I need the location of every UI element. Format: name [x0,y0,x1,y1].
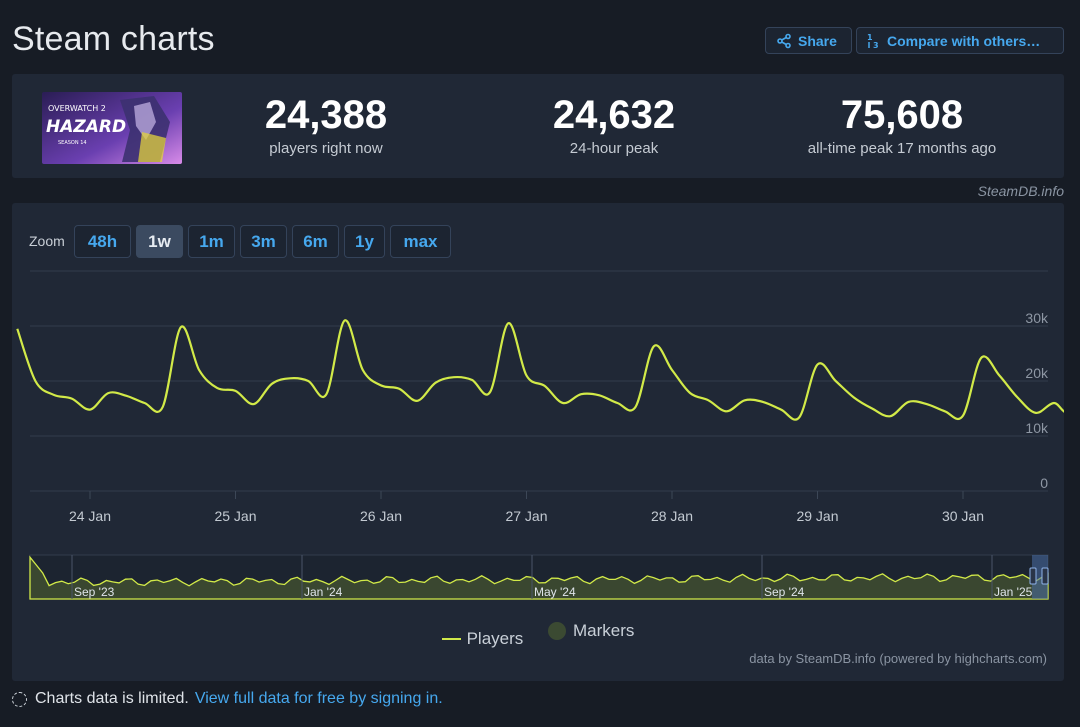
stat-label: all-time peak 17 months ago [807,140,997,157]
y-tick-label: 0 [1040,475,1048,491]
x-tick-label: 27 Jan [505,508,547,524]
thumb-brand-text: OVERWATCH 2 [48,104,106,113]
x-tick-label: 25 Jan [214,508,256,524]
credit-top[interactable]: SteamDB.info [977,183,1064,199]
limited-data-icon [12,691,27,707]
legend-players-label: Players [466,629,524,648]
navigator-label: Jan '24 [304,585,343,599]
share-icon [777,33,791,48]
y-tick-label: 30k [1025,310,1049,326]
navigator-handle-right [1041,567,1049,585]
svg-text:3: 3 [873,41,879,49]
numeric-sort-icon: 1 3 [867,33,879,49]
compare-label: Compare with others… [887,32,1041,49]
stat-current-players: 24,388 players right now [196,92,456,157]
stat-value: 24,632 [552,93,676,137]
stat-label: players right now [269,140,383,157]
footer-text: Charts data is limited. [35,690,189,707]
x-tick-label: 29 Jan [796,508,838,524]
zoom-6m-button[interactable]: 6m [292,225,339,258]
navigator-label: May '24 [534,585,576,599]
zoom-1y-button[interactable]: 1y [344,225,385,258]
stat-24h-peak: 24,632 24-hour peak [484,92,744,157]
legend-players[interactable]: Players [441,629,524,649]
navigator-selection [1032,555,1048,599]
share-button[interactable]: Share [765,27,852,54]
zoom-1w-button[interactable]: 1w [136,225,183,258]
stat-value: 24,388 [264,93,388,137]
zoom-3m-button[interactable]: 3m [240,225,287,258]
share-label: Share [798,32,837,49]
y-tick-label: 10k [1025,420,1049,436]
compare-button[interactable]: 1 3 Compare with others… [856,27,1064,54]
navigator-series [29,555,1049,600]
legend-markers[interactable]: Markers [548,621,634,641]
stat-value: 75,608 [840,93,964,137]
player-count-chart[interactable]: 0 10k 20k 30k 24 Jan 25 Jan 26 Jan 27 Jan 28 Jan… [12,203,1064,623]
thumb-season-text: SEASON 14 [58,140,87,146]
zoom-1m-button[interactable]: 1m [188,225,235,258]
stat-all-time-peak: 75,608 all-time peak 17 months ago [772,92,1032,157]
navigator-label: Sep '23 [74,585,115,599]
svg-text:1: 1 [867,33,873,42]
chart-panel: Zoom 48h 1w 1m 3m 6m 1y max 0 10k 20k 30k 24 Jan 25… [12,203,1064,681]
sign-in-link[interactable]: View full data for free by signing in. [194,690,443,707]
thumb-title-text: HAZARD [46,117,126,137]
x-tick-label: 28 Jan [651,508,693,524]
zoom-label: Zoom [29,233,65,249]
y-tick-label: 20k [1025,365,1049,381]
navigator-label: Sep '24 [764,585,805,599]
stats-panel: OVERWATCH 2 HAZARD SEASON 14 24,388 play… [12,74,1064,178]
footer-notice: Charts data is limited. View full data f… [12,690,443,708]
x-tick-label: 24 Jan [69,508,111,524]
navigator-label: Jan '25 [994,585,1033,599]
legend-line-swatch [441,638,461,640]
x-tick-label: 30 Jan [942,508,984,524]
legend: Players Markers [12,621,1064,649]
navigator-handle-left [1029,567,1037,585]
credit-bottom[interactable]: data by SteamDB.info (powered by highcha… [749,651,1047,666]
legend-dot-swatch [548,622,566,640]
legend-markers-label: Markers [573,621,635,640]
page-title: Steam charts [12,20,215,58]
stat-label: 24-hour peak [569,140,659,157]
zoom-max-button[interactable]: max [390,225,451,258]
x-tick-label: 26 Jan [360,508,402,524]
players-series-line [16,319,1064,421]
zoom-48h-button[interactable]: 48h [74,225,131,258]
game-thumbnail[interactable]: OVERWATCH 2 HAZARD SEASON 14 [42,92,182,164]
